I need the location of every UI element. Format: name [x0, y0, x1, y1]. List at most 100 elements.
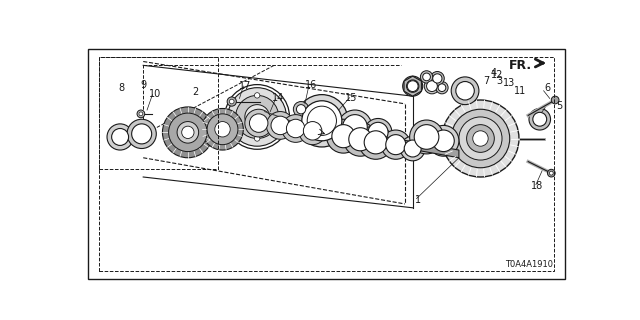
Circle shape [401, 136, 425, 161]
Circle shape [338, 110, 372, 144]
Circle shape [296, 105, 306, 114]
Text: 13: 13 [503, 78, 515, 88]
Circle shape [111, 129, 129, 145]
Circle shape [428, 125, 459, 156]
Circle shape [529, 108, 550, 130]
Circle shape [282, 115, 310, 142]
Text: 12: 12 [492, 70, 504, 80]
Circle shape [163, 107, 213, 158]
Circle shape [302, 101, 342, 141]
Text: FR.: FR. [509, 59, 532, 72]
Circle shape [271, 116, 289, 135]
Circle shape [549, 171, 553, 175]
Circle shape [303, 122, 322, 140]
Circle shape [403, 76, 422, 96]
Circle shape [422, 73, 431, 81]
Circle shape [207, 114, 238, 145]
Circle shape [168, 113, 207, 152]
Text: 14: 14 [272, 93, 284, 103]
Circle shape [107, 124, 133, 150]
Circle shape [451, 77, 479, 105]
Circle shape [236, 95, 279, 139]
Circle shape [139, 112, 143, 116]
Circle shape [227, 97, 236, 106]
Circle shape [473, 131, 488, 146]
Circle shape [326, 119, 360, 153]
Circle shape [442, 100, 519, 177]
Text: 1: 1 [415, 195, 421, 205]
Circle shape [404, 140, 421, 157]
Text: 8: 8 [118, 84, 125, 93]
Text: 11: 11 [515, 86, 527, 96]
Circle shape [307, 106, 337, 135]
Circle shape [410, 120, 444, 154]
Circle shape [427, 81, 437, 92]
Circle shape [381, 130, 410, 159]
Circle shape [451, 109, 509, 168]
Text: T0A4A1910: T0A4A1910 [505, 260, 553, 269]
Circle shape [276, 114, 282, 120]
Polygon shape [404, 76, 421, 96]
Circle shape [431, 71, 444, 85]
Text: 3: 3 [496, 76, 502, 86]
Circle shape [406, 80, 419, 92]
Circle shape [177, 122, 198, 143]
Bar [99, 57, 554, 271]
Circle shape [255, 136, 260, 141]
Polygon shape [386, 137, 459, 158]
Text: 6: 6 [545, 84, 550, 93]
Circle shape [344, 122, 378, 156]
Circle shape [245, 109, 273, 137]
Circle shape [266, 112, 294, 139]
Circle shape [137, 110, 145, 118]
Circle shape [233, 114, 238, 120]
Text: 5: 5 [556, 101, 562, 111]
Text: 2: 2 [193, 87, 198, 97]
Circle shape [438, 84, 446, 92]
Text: 15: 15 [345, 93, 357, 103]
Text: 18: 18 [531, 181, 543, 191]
Circle shape [386, 135, 406, 155]
Text: 10: 10 [148, 89, 161, 99]
Circle shape [299, 117, 326, 145]
Circle shape [551, 96, 559, 104]
Circle shape [364, 118, 392, 146]
Circle shape [230, 99, 234, 104]
Circle shape [433, 130, 454, 152]
Circle shape [407, 81, 418, 92]
Circle shape [132, 124, 152, 144]
Circle shape [368, 122, 388, 142]
Circle shape [228, 88, 287, 146]
Circle shape [424, 78, 440, 94]
Circle shape [287, 119, 305, 138]
Circle shape [456, 82, 474, 100]
Circle shape [433, 74, 442, 83]
Circle shape [296, 95, 348, 147]
Circle shape [255, 93, 260, 98]
Circle shape [414, 124, 439, 149]
Text: 7: 7 [483, 76, 489, 86]
Circle shape [293, 101, 308, 117]
Circle shape [332, 124, 355, 148]
Circle shape [349, 128, 372, 151]
Circle shape [250, 114, 268, 132]
Circle shape [547, 169, 555, 177]
Circle shape [467, 124, 494, 152]
Circle shape [420, 71, 433, 83]
Circle shape [459, 117, 502, 160]
Circle shape [359, 125, 393, 159]
Text: 4: 4 [490, 68, 497, 78]
Circle shape [342, 115, 367, 139]
Text: 9: 9 [140, 80, 147, 90]
Circle shape [533, 112, 547, 126]
Circle shape [245, 105, 269, 129]
Circle shape [182, 126, 194, 139]
Circle shape [215, 122, 230, 137]
Circle shape [303, 101, 341, 140]
Circle shape [364, 131, 387, 154]
Bar [99, 57, 218, 169]
Circle shape [127, 119, 156, 148]
Circle shape [251, 111, 263, 123]
Text: 16: 16 [305, 80, 317, 90]
Circle shape [202, 108, 243, 150]
